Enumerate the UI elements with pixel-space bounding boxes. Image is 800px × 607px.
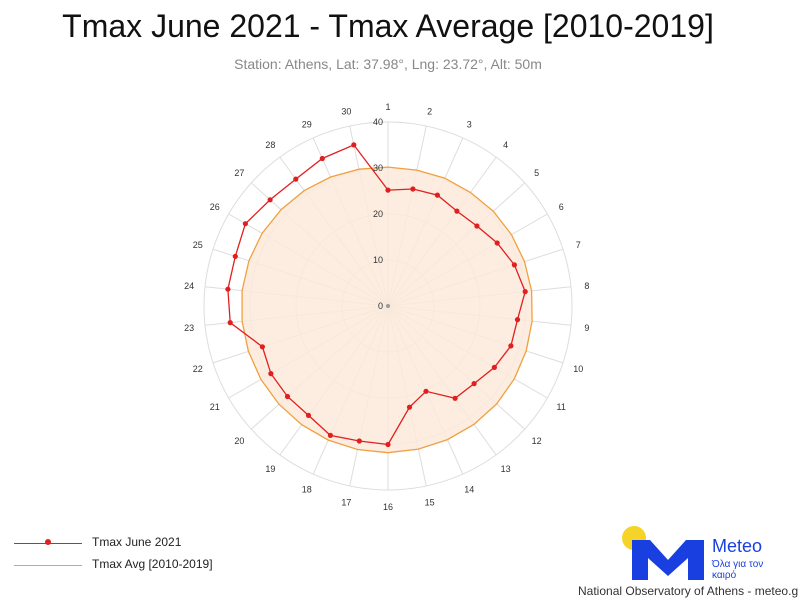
legend-line-tmax-avg: [14, 565, 82, 566]
category-label: 26: [210, 202, 220, 212]
data-point[interactable]: [511, 262, 517, 268]
category-label: 19: [265, 464, 275, 474]
radial-tick-label: 10: [373, 255, 383, 265]
data-point[interactable]: [491, 364, 497, 370]
category-label: 15: [425, 498, 435, 508]
chart-subtitle: Station: Athens, Lat: 37.98°, Lng: 23.72…: [234, 56, 542, 72]
category-label: 30: [341, 106, 351, 116]
data-point[interactable]: [385, 441, 391, 448]
data-point[interactable]: [305, 412, 312, 418]
data-point[interactable]: [351, 142, 357, 148]
data-point[interactable]: [452, 395, 458, 401]
data-point[interactable]: [494, 240, 500, 246]
data-point[interactable]: [514, 317, 521, 323]
category-label: 14: [464, 485, 474, 495]
radial-tick-label: 40: [373, 117, 383, 127]
category-label: 25: [193, 240, 203, 250]
data-point[interactable]: [232, 253, 238, 259]
meteo-m-icon: [632, 540, 704, 580]
logo-tagline: Όλα για τον καιρό: [712, 559, 764, 581]
category-label: 12: [532, 436, 542, 446]
data-point[interactable]: [259, 344, 265, 350]
radar-series: [225, 142, 533, 454]
category-label: 2: [427, 106, 432, 116]
data-point[interactable]: [242, 221, 248, 227]
category-label: 6: [559, 202, 564, 212]
data-point[interactable]: [434, 192, 440, 198]
category-label: 7: [576, 240, 581, 250]
radial-tick-label: 30: [373, 163, 383, 173]
data-point[interactable]: [406, 404, 413, 410]
data-point[interactable]: [225, 286, 231, 292]
category-label: 8: [584, 281, 589, 291]
radar-chart: 1 234567891011121314151617181920212223242…: [184, 102, 589, 512]
legend-label: Tmax Avg [2010-2019]: [92, 557, 213, 571]
data-point[interactable]: [423, 388, 429, 394]
data-point[interactable]: [522, 289, 528, 295]
radar-labels: 1 234567891011121314151617181920212223242…: [184, 102, 589, 512]
meteo-logo: Meteo Όλα για τον καιρό: [620, 526, 780, 584]
category-label: 23: [184, 323, 194, 333]
data-point[interactable]: [293, 176, 299, 182]
data-point[interactable]: [385, 187, 391, 193]
category-label: 10: [573, 364, 583, 374]
data-point[interactable]: [410, 186, 416, 192]
category-label: 18: [302, 485, 312, 495]
category-label: 27: [234, 168, 244, 178]
data-point[interactable]: [454, 208, 460, 214]
data-point[interactable]: [268, 371, 274, 377]
footer-credit: National Observatory of Athens - meteo.g: [578, 584, 799, 598]
category-label: 21: [210, 402, 220, 412]
radial-tick-label: 20: [373, 209, 383, 219]
category-label: 20: [234, 436, 244, 446]
category-label: 9: [584, 323, 589, 333]
category-label: 16: [383, 502, 393, 512]
data-point[interactable]: [319, 155, 325, 162]
category-label: 1: [385, 102, 390, 112]
category-label: 13: [501, 464, 511, 474]
series-area-tmax-avg: [241, 166, 533, 454]
legend-marker-tmax-2021: [45, 539, 51, 545]
category-label: 5: [534, 168, 539, 178]
legend-label: Tmax June 2021: [92, 535, 182, 549]
data-point[interactable]: [508, 343, 514, 349]
data-point[interactable]: [267, 197, 273, 203]
data-point[interactable]: [327, 432, 333, 438]
category-label: 24: [184, 281, 194, 291]
data-point[interactable]: [356, 438, 362, 444]
data-point[interactable]: [474, 223, 480, 229]
logo-wordmark: Meteo: [712, 536, 763, 556]
data-point[interactable]: [227, 320, 233, 326]
category-label: 22: [193, 364, 203, 374]
center-point: [386, 304, 390, 308]
category-label: 3: [467, 119, 472, 129]
data-point[interactable]: [284, 393, 291, 400]
data-point[interactable]: [471, 381, 477, 387]
category-label: 29: [302, 119, 312, 129]
chart-title: Tmax June 2021 - Tmax Average [2010-2019…: [62, 8, 714, 44]
category-label: 28: [265, 140, 275, 150]
category-label: 4: [503, 140, 508, 150]
category-label: 17: [341, 498, 351, 508]
radial-tick-label: 0: [378, 301, 383, 311]
category-label: 11: [557, 402, 566, 412]
